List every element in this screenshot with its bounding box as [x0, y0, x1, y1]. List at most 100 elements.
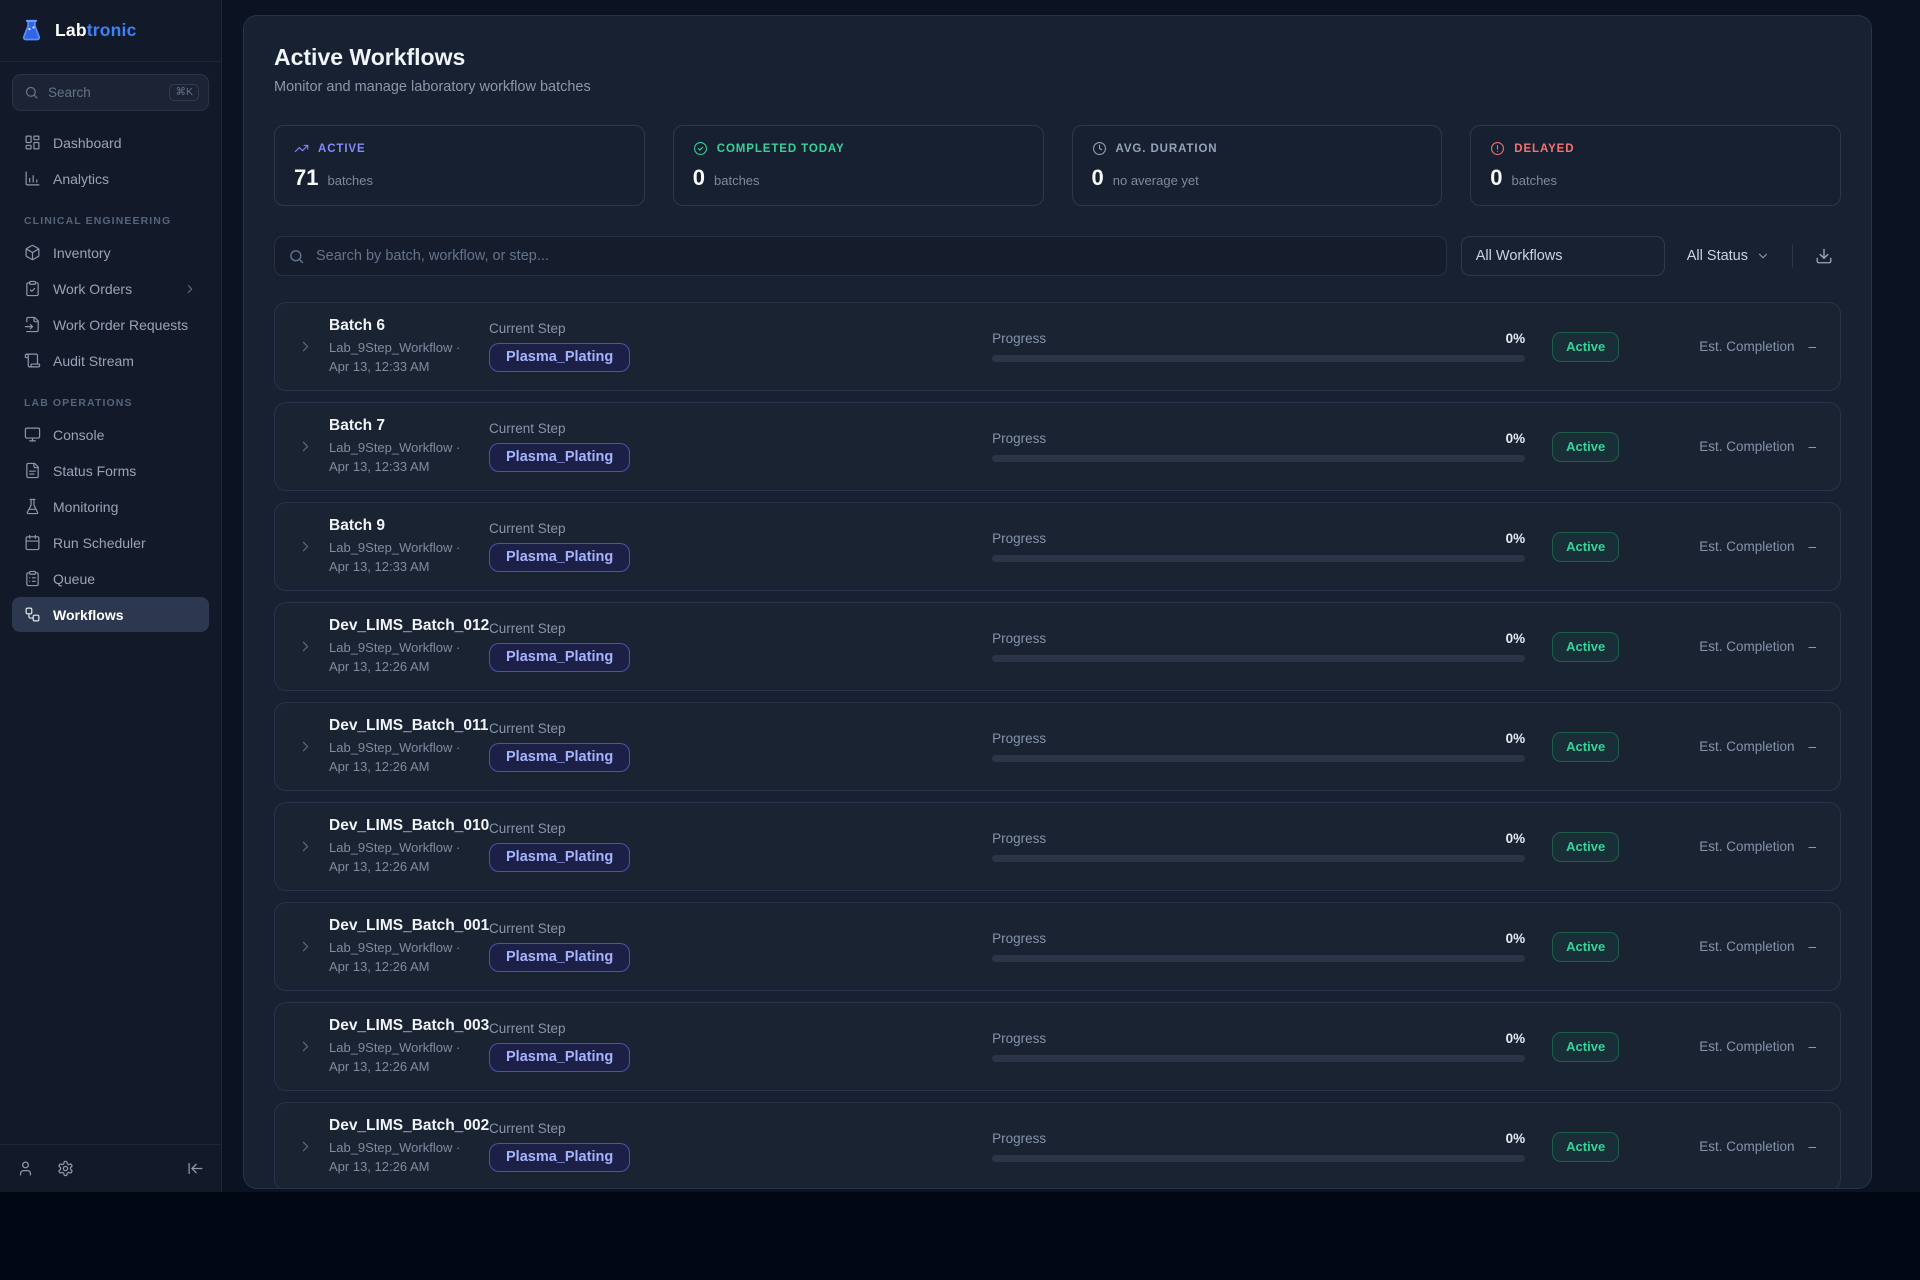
est-completion-label: Est. Completion [1699, 539, 1795, 554]
stat-sublabel: batches [327, 173, 374, 188]
user-icon[interactable] [17, 1160, 34, 1177]
batch-timestamp: Apr 13, 12:33 AM [329, 458, 430, 474]
current-step-label: Current Step [489, 821, 566, 836]
batch-row[interactable]: Dev_LIMS_Batch_001 Lab_9Step_Workflow · … [274, 902, 1841, 991]
progress-bar [992, 1155, 1526, 1162]
stat-label: AVG. DURATION [1115, 142, 1218, 155]
workflow-filter-select[interactable]: All Workflows [1460, 236, 1665, 276]
current-step-label: Current Step [489, 921, 566, 936]
current-step-label: Current Step [489, 721, 566, 736]
status-badge: Active [1552, 931, 1620, 962]
sidebar-item-console[interactable]: Console [12, 417, 209, 452]
batch-search-input[interactable] [316, 248, 1433, 264]
sidebar-item-status-forms[interactable]: Status Forms [12, 453, 209, 488]
est-completion-label: Est. Completion [1699, 439, 1795, 454]
stat-sublabel: no average yet [1112, 173, 1199, 188]
clock-icon [1092, 141, 1107, 156]
nav-section-lab-operations: LAB OPERATIONS [24, 397, 133, 409]
batch-name: Dev_LIMS_Batch_011 [329, 717, 489, 735]
chevron-right-icon[interactable] [297, 538, 314, 555]
flask-logo-icon [18, 17, 45, 44]
sidebar-search[interactable]: ⌘K [12, 74, 209, 111]
batch-name: Dev_LIMS_Batch_003 [329, 1017, 490, 1035]
batch-row[interactable]: Batch 9 Lab_9Step_Workflow · Apr 13, 12:… [274, 502, 1841, 591]
gear-icon[interactable] [57, 1160, 74, 1177]
sidebar: Labtronic ⌘K Dashboard Analytics CLINICA… [0, 0, 222, 1192]
clipboard-list-icon [24, 570, 41, 587]
batch-timestamp: Apr 13, 12:26 AM [329, 1058, 430, 1074]
status-badge: Active [1552, 731, 1620, 762]
dashboard-icon [24, 134, 41, 151]
est-completion-label: Est. Completion [1699, 339, 1795, 354]
sidebar-footer [0, 1144, 221, 1192]
status-badge: Active [1552, 1031, 1620, 1062]
export-button[interactable] [1807, 247, 1841, 265]
chevron-right-icon[interactable] [297, 438, 314, 455]
batch-row[interactable]: Dev_LIMS_Batch_010 Lab_9Step_Workflow · … [274, 802, 1841, 891]
workflow-icon [24, 606, 41, 623]
progress-label: Progress [992, 431, 1047, 447]
chevron-right-icon[interactable] [297, 1038, 314, 1055]
stat-label: COMPLETED TODAY [716, 142, 845, 155]
batch-workflow: Lab_9Step_Workflow · [329, 940, 461, 956]
batch-row[interactable]: Dev_LIMS_Batch_012 Lab_9Step_Workflow · … [274, 602, 1841, 691]
est-completion-value: – [1808, 539, 1816, 554]
est-completion-value: – [1808, 939, 1816, 954]
chevron-right-icon[interactable] [297, 338, 314, 355]
batch-row[interactable]: Dev_LIMS_Batch_002 Lab_9Step_Workflow · … [274, 1102, 1841, 1188]
batch-timestamp: Apr 13, 12:33 AM [329, 358, 430, 374]
status-badge: Active [1552, 531, 1620, 562]
batch-row[interactable]: Dev_LIMS_Batch_011 Lab_9Step_Workflow · … [274, 702, 1841, 791]
workflow-filter-value: All Workflows [1475, 248, 1563, 264]
batch-workflow: Lab_9Step_Workflow · [329, 740, 461, 756]
stat-sublabel: batches [714, 173, 760, 188]
sidebar-item-inventory[interactable]: Inventory [12, 235, 209, 270]
progress-label: Progress [992, 631, 1047, 647]
sidebar-item-run-scheduler[interactable]: Run Scheduler [12, 525, 209, 560]
sidebar-item-audit-stream[interactable]: Audit Stream [12, 343, 209, 378]
collapse-sidebar-icon[interactable] [187, 1160, 204, 1177]
batch-workflow: Lab_9Step_Workflow · [329, 540, 461, 556]
stat-label: ACTIVE [318, 142, 366, 155]
batch-row[interactable]: Dev_LIMS_Batch_003 Lab_9Step_Workflow · … [274, 1002, 1841, 1091]
est-completion-label: Est. Completion [1699, 1039, 1795, 1054]
stats-row: ACTIVE 71 batches COMPLETED TODAY 0 batc… [274, 125, 1841, 206]
sidebar-item-work-order-requests[interactable]: Work Order Requests [12, 307, 209, 342]
stat-card-avg-duration: AVG. DURATION 0 no average yet [1071, 125, 1443, 206]
chevron-right-icon [183, 282, 197, 296]
filter-row: All Workflows All Status [274, 236, 1841, 276]
sidebar-item-queue[interactable]: Queue [12, 561, 209, 596]
check-circle-icon [693, 141, 708, 156]
sidebar-item-dashboard[interactable]: Dashboard [12, 125, 209, 160]
sidebar-item-analytics[interactable]: Analytics [12, 161, 209, 196]
est-completion-value: – [1808, 1039, 1816, 1054]
status-filter-select[interactable]: All Status [1679, 248, 1778, 264]
file-text-icon [24, 462, 41, 479]
chevron-right-icon[interactable] [297, 838, 314, 855]
stat-value: 0 [1490, 165, 1503, 190]
progress-bar [992, 1055, 1526, 1062]
progress-bar [992, 955, 1526, 962]
sidebar-search-input[interactable] [48, 85, 161, 100]
sidebar-item-work-orders[interactable]: Work Orders [12, 271, 209, 306]
est-completion-value: – [1808, 839, 1816, 854]
chevron-right-icon[interactable] [297, 738, 314, 755]
sidebar-item-monitoring[interactable]: Monitoring [12, 489, 209, 524]
workflows-panel: Active Workflows Monitor and manage labo… [243, 15, 1872, 1189]
stat-value: 0 [692, 165, 705, 190]
stat-card-completed-today: COMPLETED TODAY 0 batches [672, 125, 1044, 206]
chevron-right-icon[interactable] [297, 938, 314, 955]
chevron-right-icon[interactable] [297, 638, 314, 655]
search-shortcut-badge: ⌘K [169, 83, 199, 102]
batch-row[interactable]: Batch 7 Lab_9Step_Workflow · Apr 13, 12:… [274, 402, 1841, 491]
progress-percent: 0% [1505, 931, 1526, 947]
progress-bar [992, 355, 1526, 362]
sidebar-item-workflows[interactable]: Workflows [12, 597, 209, 632]
batch-row[interactable]: Batch 6 Lab_9Step_Workflow · Apr 13, 12:… [274, 302, 1841, 391]
monitor-icon [24, 426, 41, 443]
progress-label: Progress [992, 531, 1047, 547]
progress-bar [992, 855, 1526, 862]
chevron-right-icon[interactable] [297, 1138, 314, 1155]
batch-timestamp: Apr 13, 12:26 AM [329, 858, 430, 874]
batch-search[interactable] [274, 236, 1447, 276]
